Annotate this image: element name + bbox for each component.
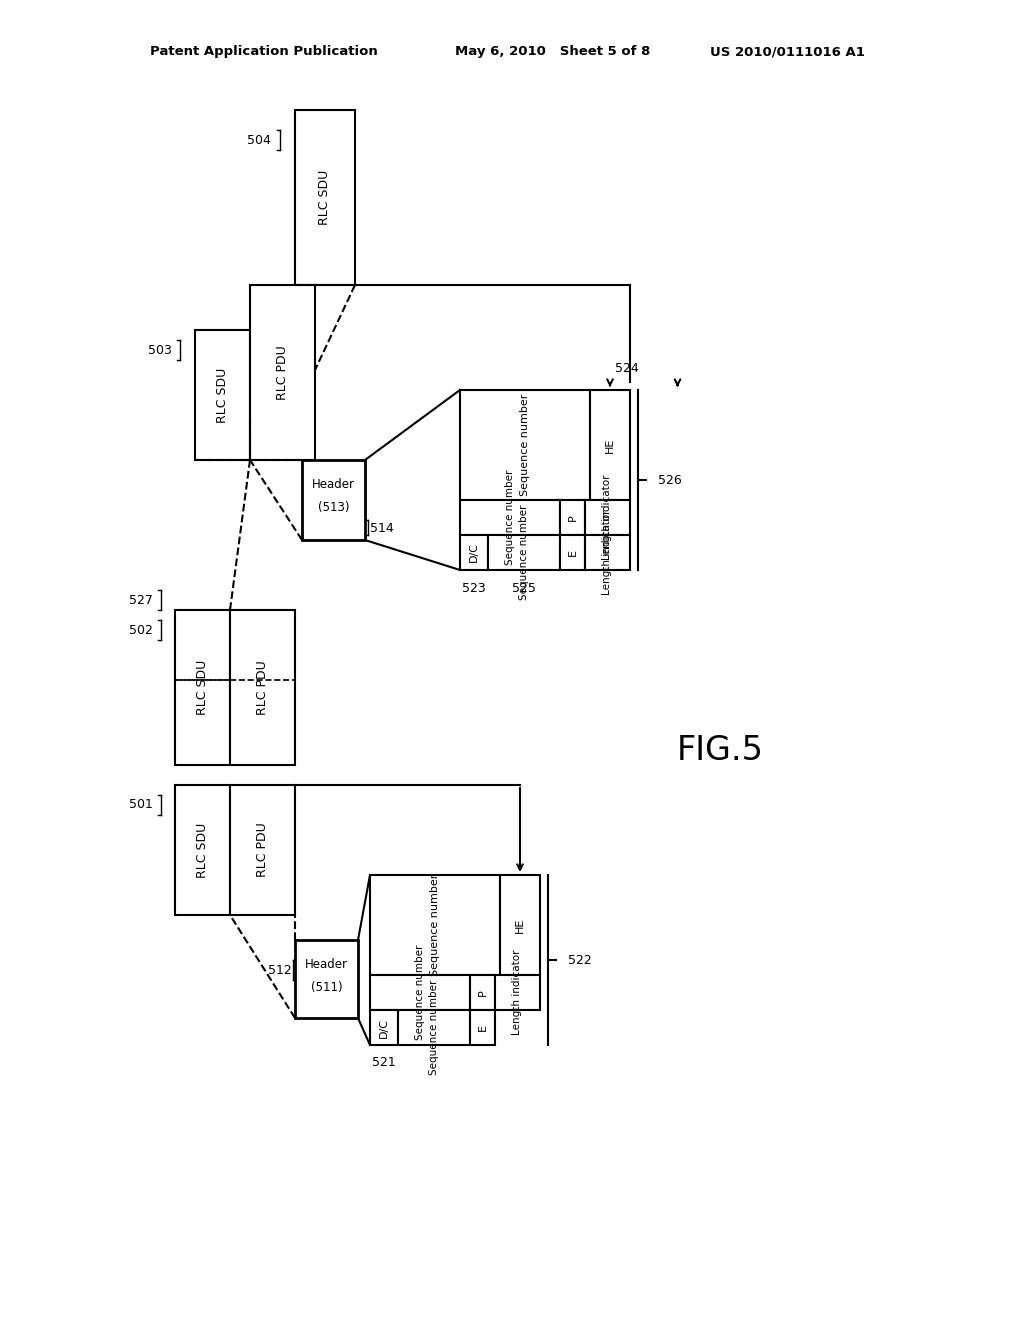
Text: Sequence number: Sequence number bbox=[520, 393, 530, 496]
Text: Length indicator: Length indicator bbox=[512, 950, 522, 1035]
Text: Sequence number: Sequence number bbox=[519, 504, 529, 601]
Bar bbox=[560, 535, 585, 570]
Bar bbox=[370, 975, 470, 1010]
Bar bbox=[195, 330, 250, 459]
Bar bbox=[175, 610, 230, 766]
Bar bbox=[370, 875, 500, 975]
Text: (511): (511) bbox=[310, 982, 342, 994]
Text: RLC SDU: RLC SDU bbox=[196, 660, 209, 715]
Bar bbox=[460, 389, 590, 500]
Text: Length indicator: Length indicator bbox=[602, 510, 612, 595]
Text: 512: 512 bbox=[268, 964, 292, 977]
Text: Sequence number: Sequence number bbox=[430, 874, 440, 977]
Text: 525: 525 bbox=[512, 582, 536, 594]
Text: HE: HE bbox=[515, 917, 525, 933]
Bar bbox=[175, 785, 230, 915]
Text: RLC PDU: RLC PDU bbox=[256, 660, 269, 715]
Text: E: E bbox=[477, 1024, 487, 1031]
Text: 523: 523 bbox=[462, 582, 485, 594]
Text: RLC PDU: RLC PDU bbox=[276, 345, 289, 400]
Bar bbox=[250, 285, 315, 459]
Text: 514: 514 bbox=[370, 521, 394, 535]
Bar bbox=[230, 785, 295, 915]
Text: D/C: D/C bbox=[469, 543, 479, 562]
Bar bbox=[500, 875, 540, 975]
Bar bbox=[488, 535, 560, 570]
Text: P: P bbox=[477, 989, 487, 995]
Text: May 6, 2010   Sheet 5 of 8: May 6, 2010 Sheet 5 of 8 bbox=[455, 45, 650, 58]
Bar bbox=[495, 975, 540, 1010]
Bar bbox=[398, 1010, 470, 1045]
Text: RLC SDU: RLC SDU bbox=[318, 170, 332, 226]
Text: Length indicator: Length indicator bbox=[602, 475, 612, 560]
Text: 522: 522 bbox=[568, 953, 592, 966]
Text: D/C: D/C bbox=[379, 1018, 389, 1038]
Text: HE: HE bbox=[605, 437, 615, 453]
Bar bbox=[302, 459, 365, 540]
Text: Header: Header bbox=[305, 958, 348, 972]
Text: P: P bbox=[567, 513, 578, 521]
Bar bbox=[370, 1010, 398, 1045]
Text: 524: 524 bbox=[615, 362, 639, 375]
Text: Header: Header bbox=[312, 479, 355, 491]
Bar bbox=[585, 500, 630, 535]
Text: 521: 521 bbox=[372, 1056, 396, 1069]
Bar bbox=[470, 975, 495, 1010]
Text: 503: 503 bbox=[148, 343, 172, 356]
Bar bbox=[460, 535, 488, 570]
Bar bbox=[460, 500, 560, 535]
Text: Sequence number: Sequence number bbox=[505, 470, 515, 565]
Bar bbox=[470, 1010, 495, 1045]
Text: 504: 504 bbox=[247, 133, 271, 147]
Text: Sequence number: Sequence number bbox=[415, 945, 425, 1040]
Bar bbox=[230, 610, 295, 766]
Text: 527: 527 bbox=[129, 594, 153, 606]
Text: E: E bbox=[567, 549, 578, 556]
Text: 526: 526 bbox=[658, 474, 682, 487]
Text: FIG.5: FIG.5 bbox=[677, 734, 764, 767]
Text: US 2010/0111016 A1: US 2010/0111016 A1 bbox=[710, 45, 865, 58]
Text: Sequence number: Sequence number bbox=[429, 979, 439, 1076]
Text: RLC SDU: RLC SDU bbox=[196, 822, 209, 878]
Bar bbox=[585, 535, 630, 570]
Text: RLC SDU: RLC SDU bbox=[216, 367, 229, 422]
Bar bbox=[295, 940, 358, 1018]
Text: (513): (513) bbox=[317, 502, 349, 515]
Text: Patent Application Publication: Patent Application Publication bbox=[150, 45, 378, 58]
Bar bbox=[295, 110, 355, 285]
Text: 502: 502 bbox=[129, 623, 153, 636]
Text: 501: 501 bbox=[129, 799, 153, 812]
Text: RLC PDU: RLC PDU bbox=[256, 822, 269, 878]
Bar bbox=[560, 500, 585, 535]
Bar bbox=[590, 389, 630, 500]
